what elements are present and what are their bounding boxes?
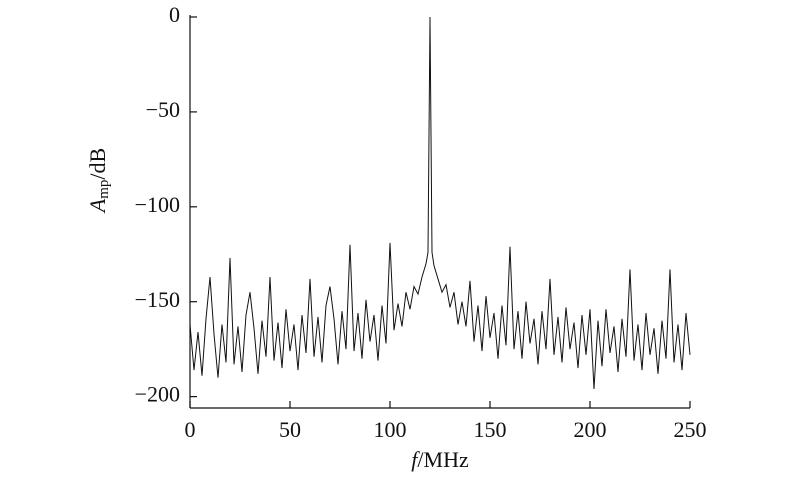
y-tick-label: −50 (146, 97, 180, 122)
x-label-main: f (411, 447, 420, 472)
x-axis-label: f/MHz (411, 447, 469, 472)
y-axis-label: Amp/dB (85, 148, 112, 214)
spectrum-line (189, 16, 691, 390)
x-label-rest: /MHz (417, 447, 469, 472)
x-tick-label: 250 (674, 417, 707, 442)
y-label-rest: /dB (85, 148, 110, 180)
x-tick-label: 200 (574, 417, 607, 442)
x-tick-label: 50 (279, 417, 301, 442)
y-tick-label: 0 (169, 2, 180, 27)
x-tick-label: 0 (185, 417, 196, 442)
y-tick-label: −200 (135, 382, 180, 407)
y-label-main: A (85, 198, 110, 214)
y-tick-label: −100 (135, 192, 180, 217)
y-tick-label: −150 (135, 287, 180, 312)
x-tick-label: 150 (474, 417, 507, 442)
x-tick-label: 100 (374, 417, 407, 442)
y-label-sub: mp (96, 180, 112, 199)
